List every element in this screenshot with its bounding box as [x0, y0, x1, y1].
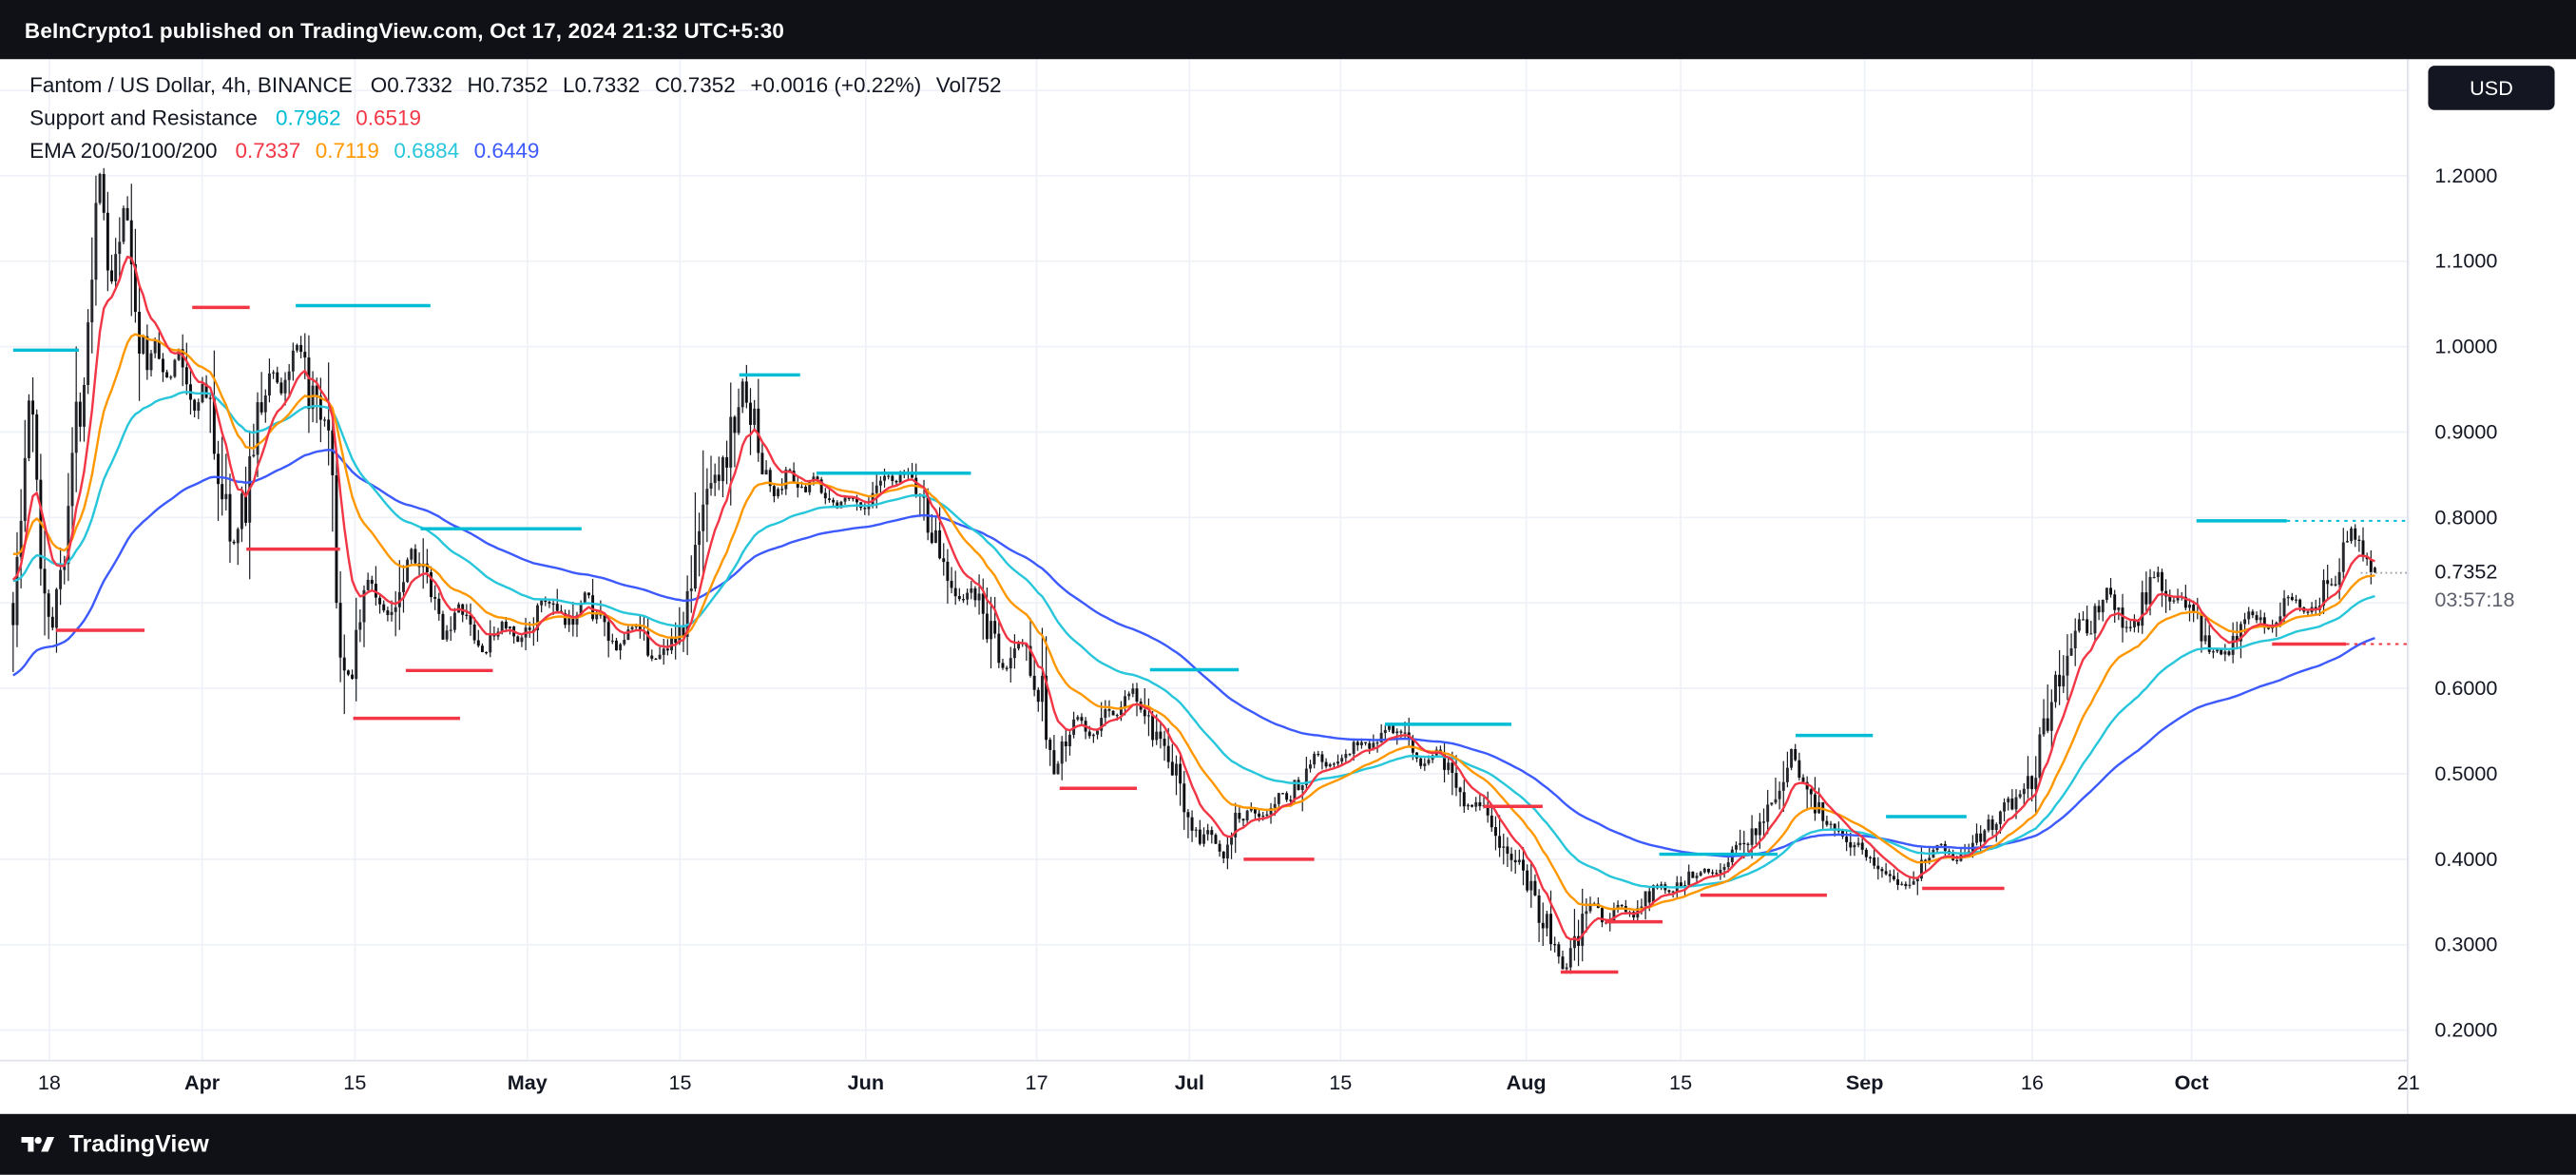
price-axis-label: 0.3000: [2434, 932, 2498, 956]
ema100-line: [12, 391, 2375, 889]
time-axis-label: 16: [2020, 1070, 2044, 1095]
time-axis-label: 15: [668, 1070, 692, 1095]
time-axis-label: 15: [1669, 1070, 1693, 1095]
time-axis-label: Oct: [2174, 1070, 2209, 1095]
price-axis-label: 0.2000: [2434, 1017, 2498, 1041]
time-axis-label: Apr: [183, 1070, 221, 1095]
support-value: 0.6519: [356, 104, 421, 129]
tradingview-footer: TradingView: [0, 1113, 2576, 1175]
price-axis-label: 0.8000: [2434, 505, 2498, 529]
time-axis-label: 15: [343, 1070, 367, 1095]
ohlc-high: H0.7352: [467, 71, 548, 97]
candles-layer: [11, 167, 2376, 974]
time-axis-label: Jun: [847, 1070, 885, 1095]
time-axis-label: 21: [2396, 1070, 2420, 1095]
price-axis-label: 1.0000: [2434, 334, 2498, 357]
price-axis-label: 0.5000: [2434, 761, 2498, 785]
time-axis-label: 17: [1025, 1070, 1048, 1095]
price-change: +0.0016 (+0.22%): [750, 71, 922, 97]
publish-bar: BeInCrypto1 published on TradingView.com…: [0, 0, 2576, 60]
ema50-line: [12, 333, 2375, 912]
symbol-title: Fantom / US Dollar, 4h, BINANCE: [29, 71, 353, 97]
publish-text: BeInCrypto1 published on TradingView.com…: [24, 17, 785, 43]
time-axis-label: 18: [37, 1070, 61, 1095]
support-resistance-layer: [12, 303, 2407, 974]
price-axis-separator: [2406, 59, 2409, 1114]
time-axis-label: Aug: [1506, 1070, 1547, 1095]
support-resistance-legend-row[interactable]: Support and Resistance 0.7962 0.6519: [29, 100, 1001, 133]
time-axis-label: Sep: [1845, 1070, 1884, 1095]
chart-legend: Fantom / US Dollar, 4h, BINANCE O0.7332 …: [29, 67, 1001, 166]
candlestick-chart[interactable]: [0, 0, 2576, 1114]
tradingview-logo-icon: [21, 1132, 57, 1157]
ema-indicator-label: EMA 20/50/100/200: [29, 137, 218, 163]
sr-indicator-label: Support and Resistance: [29, 104, 258, 129]
ema20-value: 0.7337: [235, 137, 301, 163]
ema50-value: 0.7119: [315, 137, 379, 163]
ohlc-close: C0.7352: [654, 71, 736, 97]
ema20-line: [11, 255, 2375, 942]
ema100-value: 0.6884: [394, 137, 460, 163]
time-axis-separator: [0, 1059, 2407, 1062]
ema-lines-layer: [11, 255, 2375, 942]
symbol-legend-row[interactable]: Fantom / US Dollar, 4h, BINANCE O0.7332 …: [29, 67, 1001, 101]
price-axis-label: 0.4000: [2434, 846, 2498, 871]
bar-countdown-label: 03:57:18: [2434, 588, 2515, 611]
time-axis-label: 15: [1329, 1070, 1353, 1095]
tradingview-brand-link[interactable]: TradingView: [68, 1130, 209, 1158]
time-axis-label: Jul: [1174, 1070, 1204, 1095]
ohlc-low: L0.7332: [563, 71, 641, 97]
ohlc-open: O0.7332: [370, 71, 452, 97]
grid-layer: [0, 59, 2410, 1060]
ema-legend-row[interactable]: EMA 20/50/100/200 0.7337 0.7119 0.6884 0…: [29, 133, 1001, 166]
last-price-label: 0.7352: [2434, 560, 2498, 584]
price-axis-label: 1.1000: [2434, 248, 2498, 273]
price-axis-label: 1.2000: [2434, 163, 2498, 187]
currency-toggle-button[interactable]: USD: [2428, 66, 2555, 110]
time-axis-label: May: [507, 1070, 548, 1095]
price-axis-label: 0.6000: [2434, 676, 2498, 700]
resistance-value: 0.7962: [275, 104, 341, 129]
volume-value: Vol752: [935, 71, 1002, 97]
ema200-value: 0.6449: [473, 137, 540, 163]
price-axis-label: 0.9000: [2434, 419, 2498, 443]
